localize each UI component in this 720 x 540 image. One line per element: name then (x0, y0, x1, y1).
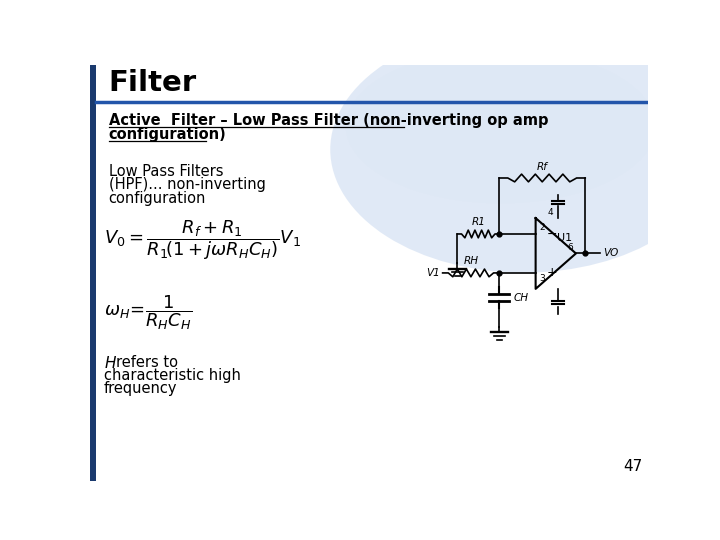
Text: −: − (546, 227, 557, 240)
Ellipse shape (330, 26, 718, 273)
Text: frequency: frequency (104, 381, 177, 396)
Text: configuration: configuration (109, 191, 206, 206)
Text: +: + (546, 266, 557, 279)
Text: 6: 6 (568, 243, 574, 252)
Text: Active  Filter – Low Pass Filter (non-inverting op amp: Active Filter – Low Pass Filter (non-inv… (109, 113, 548, 128)
Text: U1: U1 (557, 233, 572, 243)
Text: R1: R1 (472, 218, 485, 227)
Text: Low Pass Filters: Low Pass Filters (109, 164, 223, 179)
Text: CH: CH (513, 293, 528, 302)
Text: refers to: refers to (117, 355, 179, 370)
Text: 3: 3 (539, 274, 545, 284)
Text: characteristic high: characteristic high (104, 368, 240, 383)
Bar (90, 65, 96, 481)
Text: Rf: Rf (537, 161, 548, 172)
Text: V1: V1 (426, 268, 439, 278)
Text: 4: 4 (547, 208, 553, 217)
Text: RH: RH (464, 256, 478, 266)
Text: $\omega_H\!=\!\dfrac{1}{R_H C_H}$: $\omega_H\!=\!\dfrac{1}{R_H C_H}$ (104, 293, 192, 332)
Text: VO: VO (603, 248, 618, 259)
Text: configuration): configuration) (109, 126, 226, 141)
Text: Filter: Filter (109, 69, 197, 97)
Text: $H$: $H$ (104, 355, 117, 371)
Text: (HPF)... non-inverting: (HPF)... non-inverting (109, 178, 266, 192)
Text: 2: 2 (539, 224, 545, 232)
Ellipse shape (346, 49, 656, 204)
Text: 47: 47 (623, 459, 642, 474)
Text: $V_0 = \dfrac{R_f + R_1}{R_1\!\left(1 + j\omega R_H C_H\right)}V_1$: $V_0 = \dfrac{R_f + R_1}{R_1\!\left(1 + … (104, 219, 301, 262)
